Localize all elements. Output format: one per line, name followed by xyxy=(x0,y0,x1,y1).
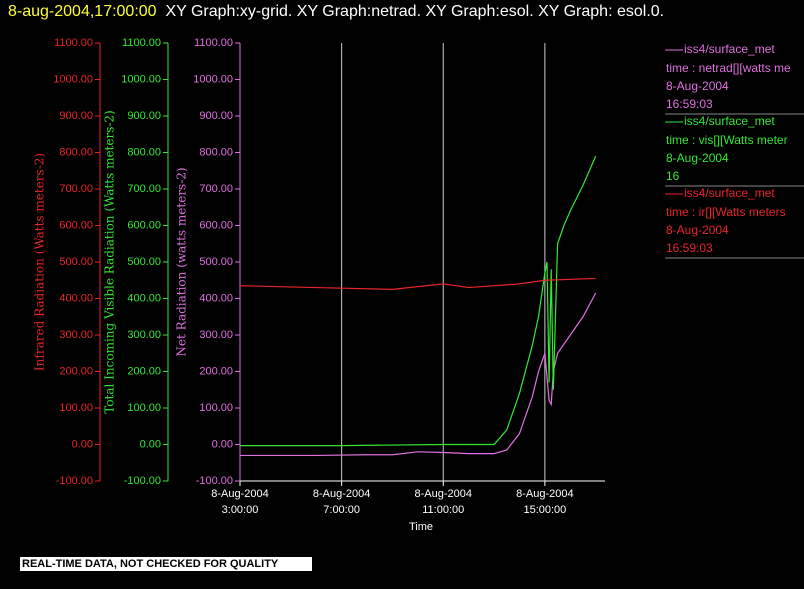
y-tick-label: 600.00 xyxy=(59,219,93,231)
y-tick-label: 700.00 xyxy=(127,183,161,195)
y-tick-label: 100.00 xyxy=(127,402,161,414)
y-tick-label: 1000.00 xyxy=(193,73,233,85)
legend-text: 16 xyxy=(666,169,680,183)
y-tick-label: -100.00 xyxy=(56,475,93,487)
y-tick-label: 400.00 xyxy=(127,292,161,304)
y-tick-label: 800.00 xyxy=(127,146,161,158)
y-tick-label: 800.00 xyxy=(59,146,93,158)
y-tick-label: 1100.00 xyxy=(54,37,93,49)
x-tick-label-line: 8-Aug-2004 xyxy=(516,488,574,500)
y-tick-label: 1100.00 xyxy=(122,37,161,49)
y-tick-label: 100.00 xyxy=(59,402,93,414)
y-tick-label: 600.00 xyxy=(127,219,161,231)
y-tick-label: 400.00 xyxy=(199,292,233,304)
footer-box xyxy=(20,557,312,571)
legend-text: time : netrad[][watts me xyxy=(666,61,791,75)
x-tick-label-line: 7:00:00 xyxy=(323,504,360,516)
x-tick-label: 8-Aug-2004 15:00:00 xyxy=(516,488,574,516)
x-tick-label-line: 8-Aug-2004 xyxy=(313,488,371,500)
legend-name: iss4/surface_met xyxy=(684,186,775,200)
y-tick-label: 200.00 xyxy=(59,365,93,377)
y-tick-label: 700.00 xyxy=(59,183,93,195)
y-tick-label: 800.00 xyxy=(199,146,233,158)
y-tick-label: 900.00 xyxy=(199,110,233,122)
y-tick-label: 200.00 xyxy=(127,365,161,377)
y-tick-label: 100.00 xyxy=(199,402,233,414)
legend-text: time : vis[][Watts meter xyxy=(666,133,788,147)
y-tick-label: 500.00 xyxy=(59,256,93,268)
y-tick-label: 0.00 xyxy=(212,438,233,450)
y-tick-label: 500.00 xyxy=(199,256,233,268)
legend-text: 16:59:03 xyxy=(666,241,713,255)
y-tick-label: 1000.00 xyxy=(53,73,93,85)
y-tick-label: 500.00 xyxy=(127,256,161,268)
y-tick-label: 400.00 xyxy=(59,292,93,304)
y-axis-title: Net Radiation (watts meters-2) xyxy=(175,167,189,356)
legend-text: time : ir[][Watts meters xyxy=(666,205,786,219)
x-tick-label-line: 8-Aug-2004 xyxy=(414,488,472,500)
x-tick-label-line: 15:00:00 xyxy=(523,504,566,516)
y-tick-label: 0.00 xyxy=(140,438,161,450)
legend-name: iss4/surface_met xyxy=(684,42,775,56)
x-axis-title: Time xyxy=(409,521,433,533)
y-tick-label: 300.00 xyxy=(127,329,161,341)
y-tick-label: 0.00 xyxy=(72,438,93,450)
y-tick-label: 700.00 xyxy=(199,183,233,195)
header: 8-aug-2004,17:00:00 XY Graph:xy-grid. XY… xyxy=(8,1,778,23)
y-tick-label: 600.00 xyxy=(199,219,233,231)
x-tick-label-line: 3:00:00 xyxy=(222,504,259,516)
x-tick-label: 8-Aug-2004 7:00:00 xyxy=(313,488,371,516)
footer: REAL-TIME DATA, NOT CHECKED FOR QUALITY xyxy=(22,558,279,570)
y-tick-label: 900.00 xyxy=(127,110,161,122)
legend-text: 8-Aug-2004 xyxy=(666,79,729,93)
y-tick-label: 300.00 xyxy=(199,329,233,341)
y-tick-label: 1100.00 xyxy=(194,37,233,49)
y-tick-label: 200.00 xyxy=(199,365,233,377)
line xyxy=(240,155,597,447)
title: XY Graph:xy-grid. XY Graph:netrad. XY Gr… xyxy=(165,3,665,20)
y-tick-label: 300.00 xyxy=(59,329,93,341)
y-tick-label: -100.00 xyxy=(124,475,161,487)
line xyxy=(239,277,596,290)
legend-text: 16:59:03 xyxy=(666,97,713,111)
x-tick-label: 8-Aug-2004 3:00:00 xyxy=(211,488,269,516)
y-axis-title: Total Incoming Visible Radiation (Watts … xyxy=(103,110,117,414)
timestamp: 8-aug-2004,17:00:00 xyxy=(8,3,157,20)
y-tick-label: 1000.00 xyxy=(121,73,161,85)
legend-text: 8-Aug-2004 xyxy=(666,223,729,237)
x-tick-label-line: 8-Aug-2004 xyxy=(211,488,269,500)
x-tick-label-line: 11:00:00 xyxy=(422,504,464,516)
legend-text: 8-Aug-2004 xyxy=(666,151,729,165)
legend-name: iss4/surface_met xyxy=(684,114,775,128)
y-axis-title: Infrared Radiation (Watts meters-2) xyxy=(33,153,47,371)
line xyxy=(240,292,597,457)
y-tick-label: 900.00 xyxy=(59,110,93,122)
x-tick-label: 8-Aug-2004 11:00:00 xyxy=(414,488,472,516)
y-tick-label: -100.00 xyxy=(196,475,233,487)
